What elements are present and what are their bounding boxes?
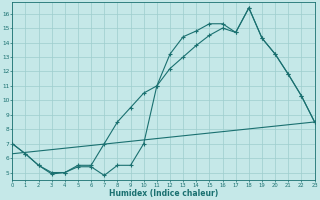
X-axis label: Humidex (Indice chaleur): Humidex (Indice chaleur) bbox=[109, 189, 218, 198]
